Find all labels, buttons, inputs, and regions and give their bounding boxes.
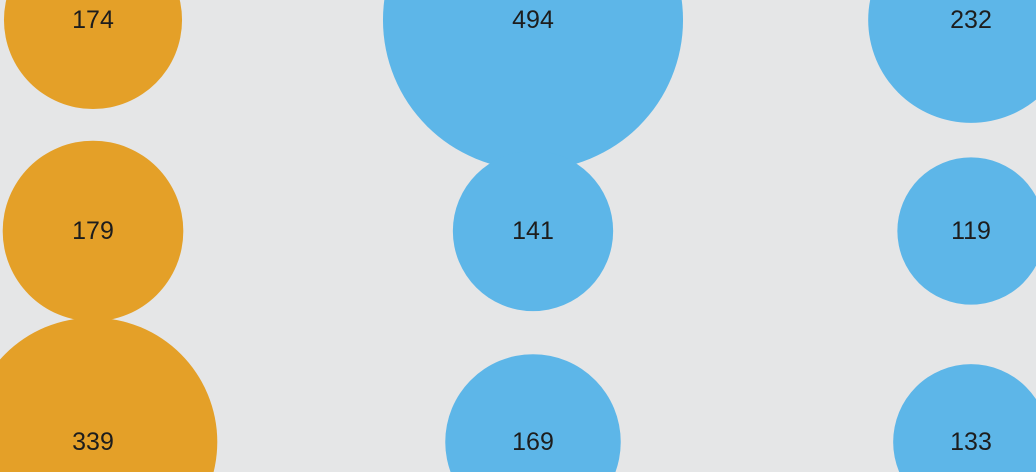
bubble-1-3: 339: [0, 317, 218, 472]
bubble-value-label: 119: [951, 217, 991, 245]
bubble-circle: [452, 150, 614, 312]
bubble-value-label: 232: [950, 6, 992, 34]
bubble-3-2: 119: [897, 157, 1036, 305]
bubble-circle: [0, 317, 218, 472]
bubble-value-label: 494: [512, 6, 554, 34]
bubble-circle: [868, 0, 1036, 123]
bubble-circle: [383, 0, 683, 170]
bubble-2-3: 169: [445, 354, 621, 472]
bubble-2-2: 141: [452, 150, 614, 312]
bubble-circle: [2, 140, 184, 322]
bubble-3-1: 232: [868, 0, 1036, 123]
bubble-1-1: 174: [3, 0, 183, 110]
bubble-circle: [3, 0, 183, 110]
bubble-value-label: 179: [72, 217, 114, 245]
bubble-value-label: 169: [512, 428, 554, 456]
bubble-value-label: 174: [72, 6, 114, 34]
bubble-circle: [893, 364, 1036, 472]
bubble-value-label: 339: [72, 428, 114, 456]
bubble-value-label: 141: [512, 217, 554, 245]
bubble-circle: [445, 354, 621, 472]
bubble-1-2: 179: [2, 140, 184, 322]
bubble-2-1: 494: [383, 0, 683, 170]
bubble-circle: [897, 157, 1036, 305]
bubble-value-label: 133: [950, 428, 992, 456]
bubble-3-3: 133: [893, 364, 1036, 472]
